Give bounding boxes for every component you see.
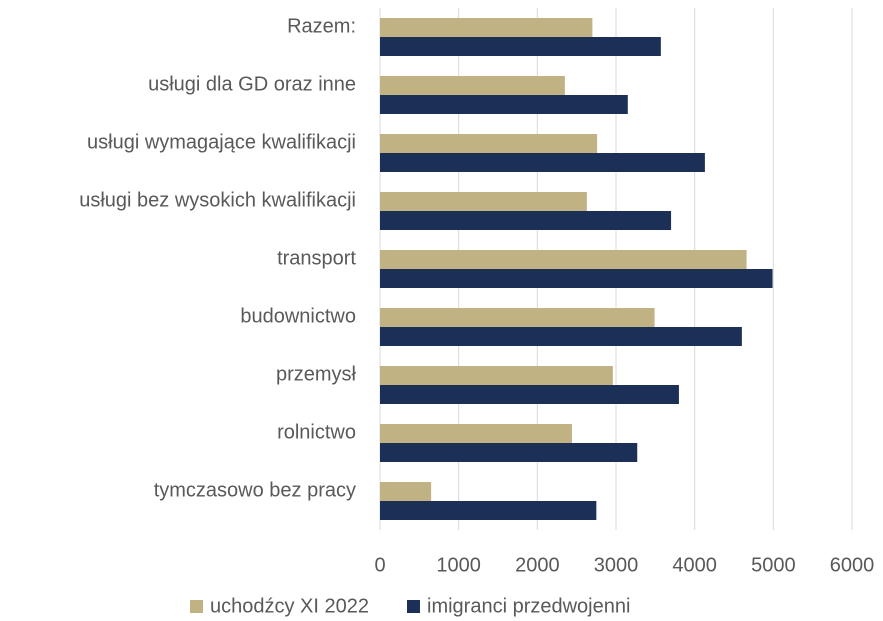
- x-tick-label: 0: [374, 554, 385, 576]
- bar: [380, 211, 672, 230]
- legend-swatch: [407, 600, 420, 613]
- bar: [380, 250, 747, 269]
- bar: [380, 37, 661, 56]
- x-tick-label: 1000: [436, 554, 481, 576]
- legend-swatch: [190, 600, 203, 613]
- x-tick-label: 4000: [672, 554, 717, 576]
- y-tick-label: tymczasowo bez pracy: [154, 479, 356, 501]
- x-tick-label: 2000: [515, 554, 560, 576]
- bar: [380, 192, 587, 211]
- bar: [380, 501, 597, 520]
- bar: [380, 482, 432, 501]
- y-tick-label: usługi dla GD oraz inne: [148, 73, 356, 95]
- bar: [380, 366, 613, 385]
- y-tick-label: transport: [277, 247, 356, 269]
- x-tick-label: 5000: [751, 554, 796, 576]
- bar: [380, 269, 773, 288]
- y-tick-label: przemysł: [276, 363, 357, 385]
- legend-label: uchodźcy XI 2022: [210, 595, 369, 617]
- bar: [380, 18, 593, 37]
- bar: [380, 327, 742, 346]
- y-tick-label: usługi wymagające kwalifikacji: [87, 131, 356, 153]
- bar: [380, 153, 705, 172]
- legend-label: imigranci przedwojenni: [427, 595, 630, 617]
- bar: [380, 424, 572, 443]
- bar: [380, 95, 628, 114]
- x-tick-label: 6000: [830, 554, 875, 576]
- bar: [380, 76, 565, 95]
- bar: [380, 443, 638, 462]
- bar: [380, 134, 598, 153]
- y-tick-label: usługi bez wysokich kwalifikacji: [79, 189, 356, 211]
- bar: [380, 308, 655, 327]
- y-tick-label: budownictwo: [240, 305, 356, 327]
- x-tick-label: 3000: [594, 554, 639, 576]
- y-tick-label: rolnictwo: [277, 421, 356, 443]
- y-tick-label: Razem:: [287, 15, 356, 37]
- bar: [380, 385, 679, 404]
